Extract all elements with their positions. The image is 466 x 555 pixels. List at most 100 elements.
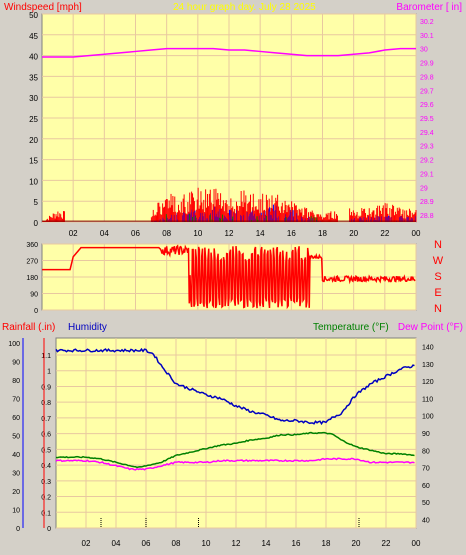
- baro-ytick: 29.6: [420, 102, 434, 109]
- baro-ytick: 28.8: [420, 213, 434, 220]
- wind-xtick: 06: [131, 229, 140, 238]
- baro-ytick: 29.5: [420, 116, 434, 123]
- direction-ytick: 180: [26, 275, 38, 282]
- climate-xtick: 10: [202, 539, 211, 548]
- wind-xtick: 14: [256, 229, 265, 238]
- humidity-ytick: 60: [12, 415, 20, 422]
- wind-ytick: 30: [29, 94, 38, 103]
- rain-ytick: 0.1: [41, 510, 51, 517]
- wind-xtick: 02: [69, 229, 78, 238]
- baro-ytick: 30.1: [420, 33, 434, 40]
- humidity-ytick: 70: [12, 397, 20, 404]
- humidity-ytick: 50: [12, 434, 20, 441]
- compass-label: S: [434, 271, 441, 283]
- temperature-label: Temperature (°F): [313, 322, 389, 333]
- wind-ytick: 15: [29, 157, 38, 166]
- climate-xtick: 22: [382, 539, 391, 548]
- humidity-ytick: 80: [12, 378, 20, 385]
- compass-label: W: [433, 255, 444, 267]
- temp-ytick: 60: [422, 483, 430, 490]
- wind-direction-line: [42, 244, 416, 310]
- baro-right-label: Barometer [ in]: [396, 2, 462, 13]
- compass-label: N: [434, 303, 442, 315]
- climate-xtick: 00: [412, 539, 421, 548]
- rain-ytick: 0.8: [41, 400, 51, 407]
- climate-xtick: 08: [172, 539, 181, 548]
- rain-ytick: 1.1: [41, 353, 51, 360]
- humidity-ytick: 0: [16, 526, 20, 533]
- baro-ytick: 29.9: [420, 61, 434, 68]
- baro-ytick: 29.2: [420, 158, 434, 165]
- rain-ytick: 0.7: [41, 416, 51, 423]
- dewpoint-label: Dew Point (°F): [398, 322, 463, 333]
- humidity-line: [55, 347, 415, 426]
- wind-ytick: 20: [29, 136, 38, 145]
- wind-ytick: 25: [29, 115, 38, 124]
- temp-ytick: 100: [422, 414, 434, 421]
- rain-ytick: 0.4: [41, 463, 51, 470]
- baro-ytick: 28.9: [420, 199, 434, 206]
- baro-ytick: 29.8: [420, 74, 434, 81]
- temp-ytick: 80: [422, 448, 430, 455]
- temp-ytick: 40: [422, 517, 430, 524]
- rain-ytick: 0: [47, 526, 51, 533]
- rain-ytick: 0.2: [41, 495, 51, 502]
- baro-ytick: 29.1: [420, 171, 434, 178]
- climate-xtick: 16: [292, 539, 301, 548]
- baro-ytick: 29: [420, 185, 428, 192]
- rain-ytick: 0.9: [41, 384, 51, 391]
- wind-xtick: 16: [287, 229, 296, 238]
- temp-ytick: 130: [422, 362, 434, 369]
- temp-ytick: 110: [422, 396, 433, 403]
- rain-ytick: 0.6: [41, 432, 51, 439]
- wind-left-label: Windspeed [mph]: [4, 2, 82, 13]
- wind-xtick: 22: [380, 229, 389, 238]
- humidity-ytick: 10: [12, 508, 20, 515]
- rain-label: Rainfall (.in): [2, 322, 55, 333]
- direction-ytick: 270: [26, 259, 38, 266]
- baro-ytick: 29.3: [420, 144, 434, 151]
- climate-xtick: 06: [142, 539, 151, 548]
- wind-xtick: 08: [162, 229, 171, 238]
- chart-title: 24 hour graph day. July 28 2025: [173, 2, 316, 13]
- temp-ytick: 90: [422, 431, 430, 438]
- climate-xtick: 20: [352, 539, 361, 548]
- humidity-label: Humidity: [68, 322, 107, 333]
- baro-ytick: 30.2: [420, 19, 434, 26]
- rain-ytick: 0.5: [41, 447, 51, 454]
- wind-ytick: 5: [34, 198, 39, 207]
- wind-xtick: 10: [193, 229, 202, 238]
- compass-label: E: [434, 287, 441, 299]
- wind-xtick: 12: [225, 229, 234, 238]
- temperature-line: [55, 431, 415, 469]
- climate-xtick: 18: [322, 539, 331, 548]
- rain-ytick: 0.3: [41, 479, 51, 486]
- baro-ytick: 29.4: [420, 130, 434, 137]
- wind-xtick: 04: [100, 229, 109, 238]
- humidity-ytick: 30: [12, 471, 20, 478]
- compass-label: N: [434, 239, 442, 251]
- humidity-ytick: 100: [8, 341, 20, 348]
- climate-xtick: 14: [262, 539, 271, 548]
- temp-ytick: 140: [422, 345, 434, 352]
- temp-ytick: 120: [422, 379, 434, 386]
- wind-ytick: 45: [29, 32, 38, 41]
- wind-ytick: 50: [29, 11, 38, 20]
- climate-xtick: 02: [82, 539, 91, 548]
- wind-xtick: 18: [318, 229, 327, 238]
- wind-ytick: 40: [29, 53, 38, 62]
- wind-xtick: 20: [349, 229, 358, 238]
- temp-ytick: 70: [422, 466, 430, 473]
- rain-ytick: 1: [47, 369, 51, 376]
- baro-ytick: 29.7: [420, 88, 434, 95]
- climate-xtick: 12: [232, 539, 241, 548]
- wind-ytick: 35: [29, 73, 38, 82]
- direction-ytick: 0: [34, 308, 38, 315]
- direction-ytick: 90: [30, 292, 38, 299]
- barometer-line: [42, 47, 416, 58]
- direction-ytick: 360: [26, 242, 38, 249]
- dewpoint-line: [55, 457, 415, 471]
- climate-xtick: 04: [112, 539, 121, 548]
